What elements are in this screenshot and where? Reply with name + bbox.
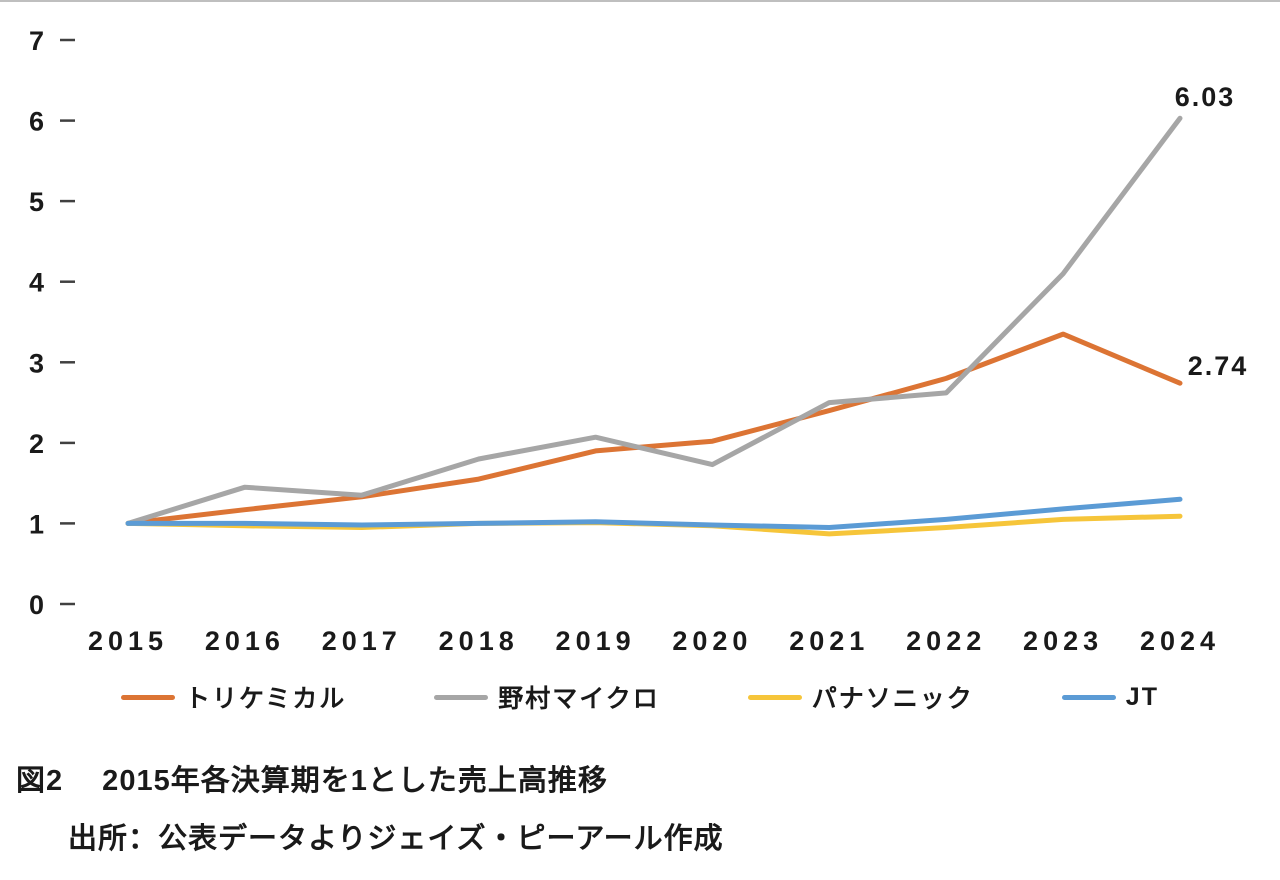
svg-text:2021: 2021 bbox=[789, 626, 869, 656]
svg-text:3: 3 bbox=[29, 348, 44, 378]
svg-text:2019: 2019 bbox=[556, 626, 636, 656]
svg-text:2024: 2024 bbox=[1140, 626, 1220, 656]
svg-text:6.03: 6.03 bbox=[1175, 82, 1236, 112]
line-chart: 0 1 2 3 4 5 6 7 2015 2016 2017 2018 2019 2020 2021 2022… bbox=[0, 2, 1280, 657]
svg-text:2: 2 bbox=[29, 429, 44, 459]
legend-label: 野村マイクロ bbox=[498, 685, 660, 713]
legend-item: 野村マイクロ bbox=[434, 679, 660, 715]
svg-text:0: 0 bbox=[29, 590, 44, 620]
legend-item: JT bbox=[1061, 682, 1159, 712]
legend-label: JT bbox=[1125, 682, 1159, 711]
svg-text:6: 6 bbox=[29, 107, 44, 137]
chart-canvas: 0 1 2 3 4 5 6 7 2015 2016 2017 2018 2019 2020 2021 2022… bbox=[29, 26, 1249, 656]
legend-label: トリケミカル bbox=[185, 685, 347, 713]
svg-text:2023: 2023 bbox=[1023, 626, 1103, 656]
svg-text:1: 1 bbox=[29, 509, 44, 539]
legend-line-swatch bbox=[1061, 694, 1116, 700]
svg-text:2015: 2015 bbox=[88, 626, 168, 656]
svg-text:5: 5 bbox=[29, 187, 44, 217]
svg-text:7: 7 bbox=[29, 26, 44, 56]
legend-line-swatch bbox=[434, 694, 489, 700]
legend-line-swatch bbox=[121, 694, 175, 700]
figure-title: 図2 2015年各決算期を1とした売上高推移 bbox=[16, 765, 608, 797]
figure-source: 出所：公表データよりジェイズ・ピーアール作成 bbox=[68, 823, 724, 855]
svg-text:2017: 2017 bbox=[322, 626, 402, 656]
svg-text:2022: 2022 bbox=[906, 626, 986, 656]
svg-text:2.74: 2.74 bbox=[1188, 351, 1249, 381]
chart-legend: トリケミカル 野村マイクロ パナソニック JT bbox=[0, 679, 1280, 715]
svg-text:4: 4 bbox=[29, 268, 44, 298]
svg-text:2018: 2018 bbox=[439, 626, 519, 656]
legend-item: パナソニック bbox=[747, 679, 974, 715]
legend-item: トリケミカル bbox=[121, 679, 346, 715]
legend-line-swatch bbox=[747, 694, 802, 700]
legend-label: パナソニック bbox=[811, 685, 974, 713]
svg-text:2016: 2016 bbox=[205, 626, 285, 656]
svg-text:2020: 2020 bbox=[672, 626, 752, 656]
figure-captions: 図2 2015年各決算期を1とした売上高推移 出所：公表データよりジェイズ・ピー… bbox=[16, 757, 1280, 857]
